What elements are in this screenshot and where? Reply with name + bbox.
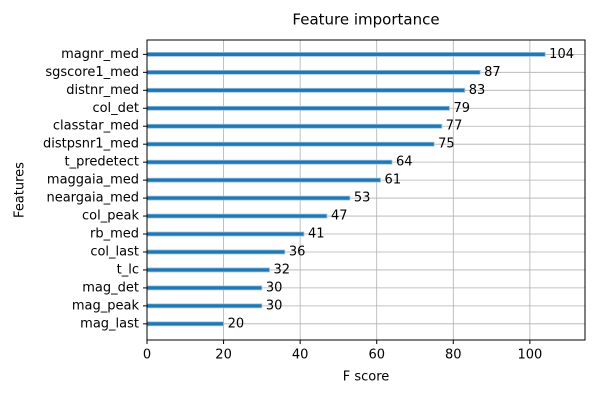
value-label: 104 [549, 47, 574, 62]
x-axis-label: F score [343, 370, 390, 385]
value-label: 41 [308, 227, 325, 242]
bar [146, 105, 450, 111]
plot-frame [146, 39, 586, 341]
bar [146, 231, 305, 237]
y-tick-label: rb_med [90, 227, 139, 242]
bar [146, 177, 381, 183]
y-tick-label: distpsnr1_med [43, 137, 139, 152]
value-label: 53 [354, 191, 371, 206]
x-tick-label: 20 [215, 348, 232, 363]
value-label: 75 [438, 137, 455, 152]
bar [146, 51, 546, 57]
bar [146, 267, 270, 273]
y-tick-label: col_last [90, 244, 139, 259]
bar [146, 69, 481, 75]
value-label: 20 [228, 316, 245, 331]
y-tick-label: maggaia_med [47, 173, 139, 188]
x-tick-label: 100 [517, 348, 542, 363]
chart-title: Feature importance [292, 11, 439, 29]
bar [146, 87, 466, 93]
y-tick-label: mag_last [80, 316, 139, 331]
value-label: 77 [446, 119, 463, 134]
y-tick-label: magnr_med [61, 47, 139, 62]
value-label: 61 [385, 173, 402, 188]
y-tick-label: mag_det [82, 280, 139, 295]
y-tick-label: t_predetect [65, 155, 140, 170]
value-label: 83 [469, 83, 486, 98]
y-tick-label: col_peak [82, 209, 139, 224]
value-label: 30 [266, 298, 283, 313]
bar [146, 321, 224, 327]
bar [146, 303, 263, 309]
y-tick-label: t_lc [117, 262, 139, 277]
value-label: 79 [453, 101, 470, 116]
bar [146, 213, 328, 219]
value-label: 47 [331, 209, 348, 224]
bar [146, 159, 393, 165]
value-label: 87 [484, 65, 501, 80]
bar [146, 141, 435, 147]
y-tick-label: sgscore1_med [45, 65, 139, 80]
value-label: 36 [289, 244, 306, 259]
value-label: 30 [266, 280, 283, 295]
y-tick-label: mag_peak [72, 298, 140, 313]
value-label: 64 [396, 155, 413, 170]
x-tick-label: 0 [143, 348, 151, 363]
x-tick-label: 60 [368, 348, 385, 363]
y-tick-label: classtar_med [53, 119, 139, 134]
bar [146, 285, 263, 291]
x-tick-label: 40 [292, 348, 309, 363]
value-label: 32 [274, 262, 291, 277]
bar [146, 249, 286, 255]
y-axis-label: Features [13, 162, 28, 218]
bar [146, 123, 443, 129]
y-tick-label: distnr_med [66, 83, 139, 98]
y-tick-label: col_det [92, 101, 139, 116]
bar [146, 195, 351, 201]
x-tick-label: 80 [445, 348, 462, 363]
y-tick-label: neargaia_med [46, 191, 139, 206]
